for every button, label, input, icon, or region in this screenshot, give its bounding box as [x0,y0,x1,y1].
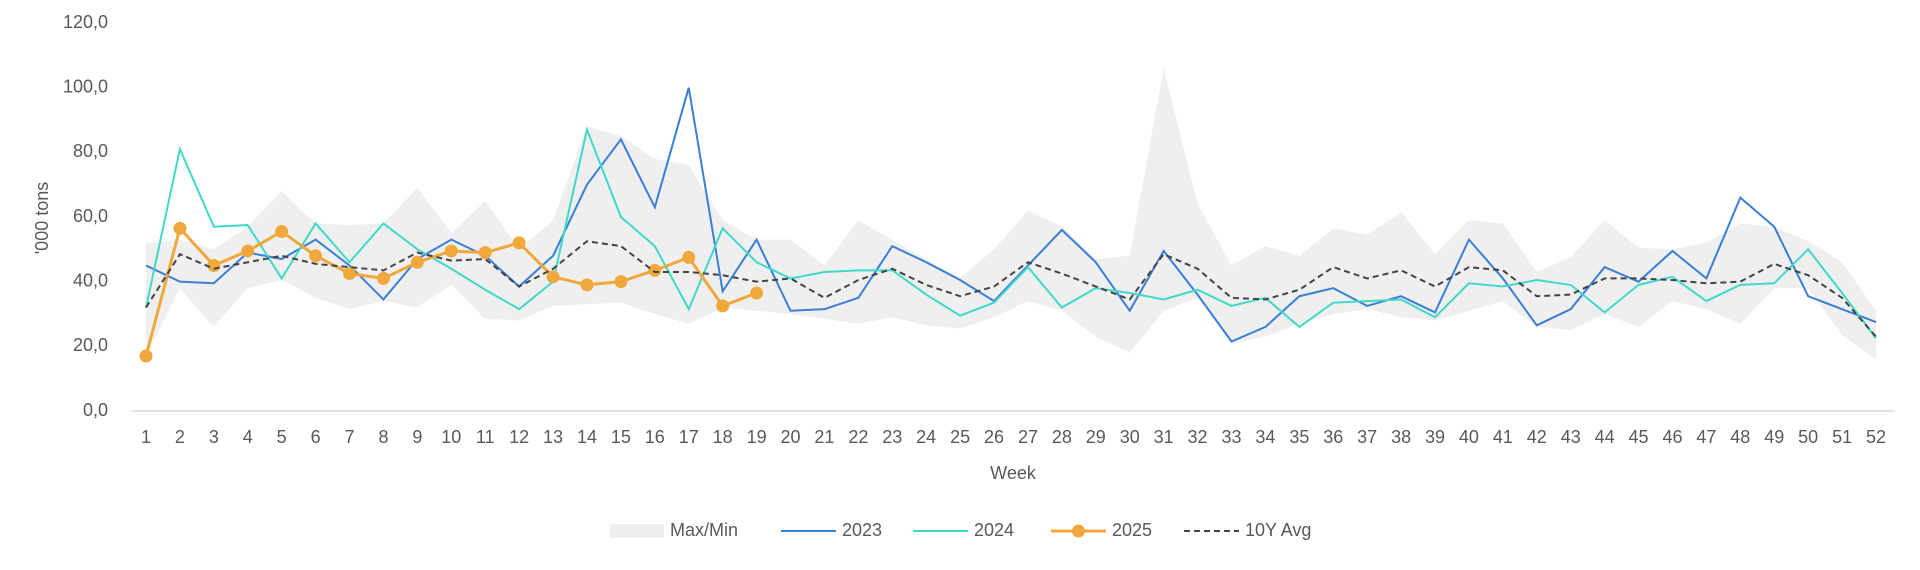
x-tick-label: 19 [747,427,767,447]
x-tick-label: 15 [611,427,631,447]
x-tick-label: 47 [1696,427,1716,447]
legend-swatch [610,524,664,538]
x-tick-label: 13 [543,427,563,447]
x-tick-label: 17 [679,427,699,447]
x-tick-label: 4 [243,427,253,447]
y-axis-label: '000 tons [32,182,52,255]
series-marker [207,259,221,272]
x-tick-label: 40 [1459,427,1479,447]
x-tick-label: 18 [713,427,733,447]
max-min-band [146,68,1876,360]
x-tick-label: 2 [175,427,185,447]
series-marker [444,244,458,258]
x-tick-label: 51 [1832,427,1852,447]
x-tick-label: 50 [1798,427,1818,447]
x-tick-label: 23 [882,427,902,447]
series-marker [648,263,662,277]
x-tick-label: 11 [476,427,495,447]
x-tick-label: 45 [1629,427,1649,447]
x-tick-label: 1 [141,427,151,447]
series-marker [139,349,153,363]
series-marker [173,221,187,235]
x-tick-label: 8 [378,427,388,447]
series-marker [241,244,255,258]
series-marker [343,267,357,281]
x-tick-label: 39 [1425,427,1445,447]
y-tick-label: 20,0 [73,335,108,355]
legend-label: 2025 [1112,520,1152,540]
series-marker [376,271,390,285]
x-tick-label: 35 [1289,427,1309,447]
x-tick-label: 31 [1154,427,1174,447]
x-tick-label: 5 [277,427,287,447]
x-tick-label: 32 [1188,427,1208,447]
legend-label: 2024 [974,520,1014,540]
x-tick-label: 21 [814,427,834,447]
legend-label: 10Y Avg [1245,520,1311,540]
legend-label: 2023 [842,520,882,540]
series-line [145,126,1877,339]
x-tick-label: 36 [1323,427,1343,447]
series-line [145,240,1877,338]
legend-label: Max/Min [670,520,738,540]
series-marker [410,255,424,269]
x-tick-label: 44 [1595,427,1615,447]
x-tick-label: 22 [848,427,868,447]
x-tick-label: 33 [1221,427,1241,447]
x-tick-label: 27 [1018,427,1038,447]
series-marker [275,225,289,239]
series-marker [614,275,628,289]
x-tick-label: 26 [984,427,1004,447]
x-tick-label: 30 [1120,427,1140,447]
x-tick-label: 41 [1493,427,1513,447]
x-tick-label: 48 [1730,427,1750,447]
series-line [145,87,1877,343]
x-tick-label: 52 [1866,427,1886,447]
y-tick-label: 100,0 [63,76,108,96]
x-tick-label: 42 [1527,427,1547,447]
x-tick-label: 25 [950,427,970,447]
x-tick-label: 16 [645,427,665,447]
series-marker [682,250,696,264]
series-marker [478,246,492,260]
y-tick-label: 80,0 [73,141,108,161]
x-tick-label: 3 [209,427,219,447]
series-marker [546,270,560,284]
x-tick-label: 34 [1255,427,1275,447]
series-marker [512,236,526,250]
x-tick-label: 9 [412,427,422,447]
x-tick-label: 10 [441,427,461,447]
x-tick-label: 29 [1086,427,1106,447]
y-tick-label: 60,0 [73,206,108,226]
x-tick-label: 24 [916,427,936,447]
y-tick-label: 120,0 [63,12,108,32]
x-tick-label: 28 [1052,427,1072,447]
series-marker [750,286,764,300]
series-marker [716,299,730,313]
y-tick-label: 40,0 [73,270,108,290]
x-axis-label: Week [990,463,1037,483]
x-tick-label: 49 [1764,427,1784,447]
x-tick-label: 46 [1662,427,1682,447]
x-tick-label: 7 [345,427,355,447]
x-tick-label: 6 [311,427,321,447]
x-tick-label: 20 [780,427,800,447]
x-tick-label: 12 [509,427,529,447]
series-marker [309,249,323,263]
series-marker [580,278,594,292]
y-tick-label: 0,0 [83,400,108,420]
x-tick-label: 37 [1357,427,1377,447]
x-tick-label: 14 [577,427,597,447]
x-tick-label: 38 [1391,427,1411,447]
x-tick-label: 43 [1561,427,1581,447]
legend-marker [1072,524,1085,538]
